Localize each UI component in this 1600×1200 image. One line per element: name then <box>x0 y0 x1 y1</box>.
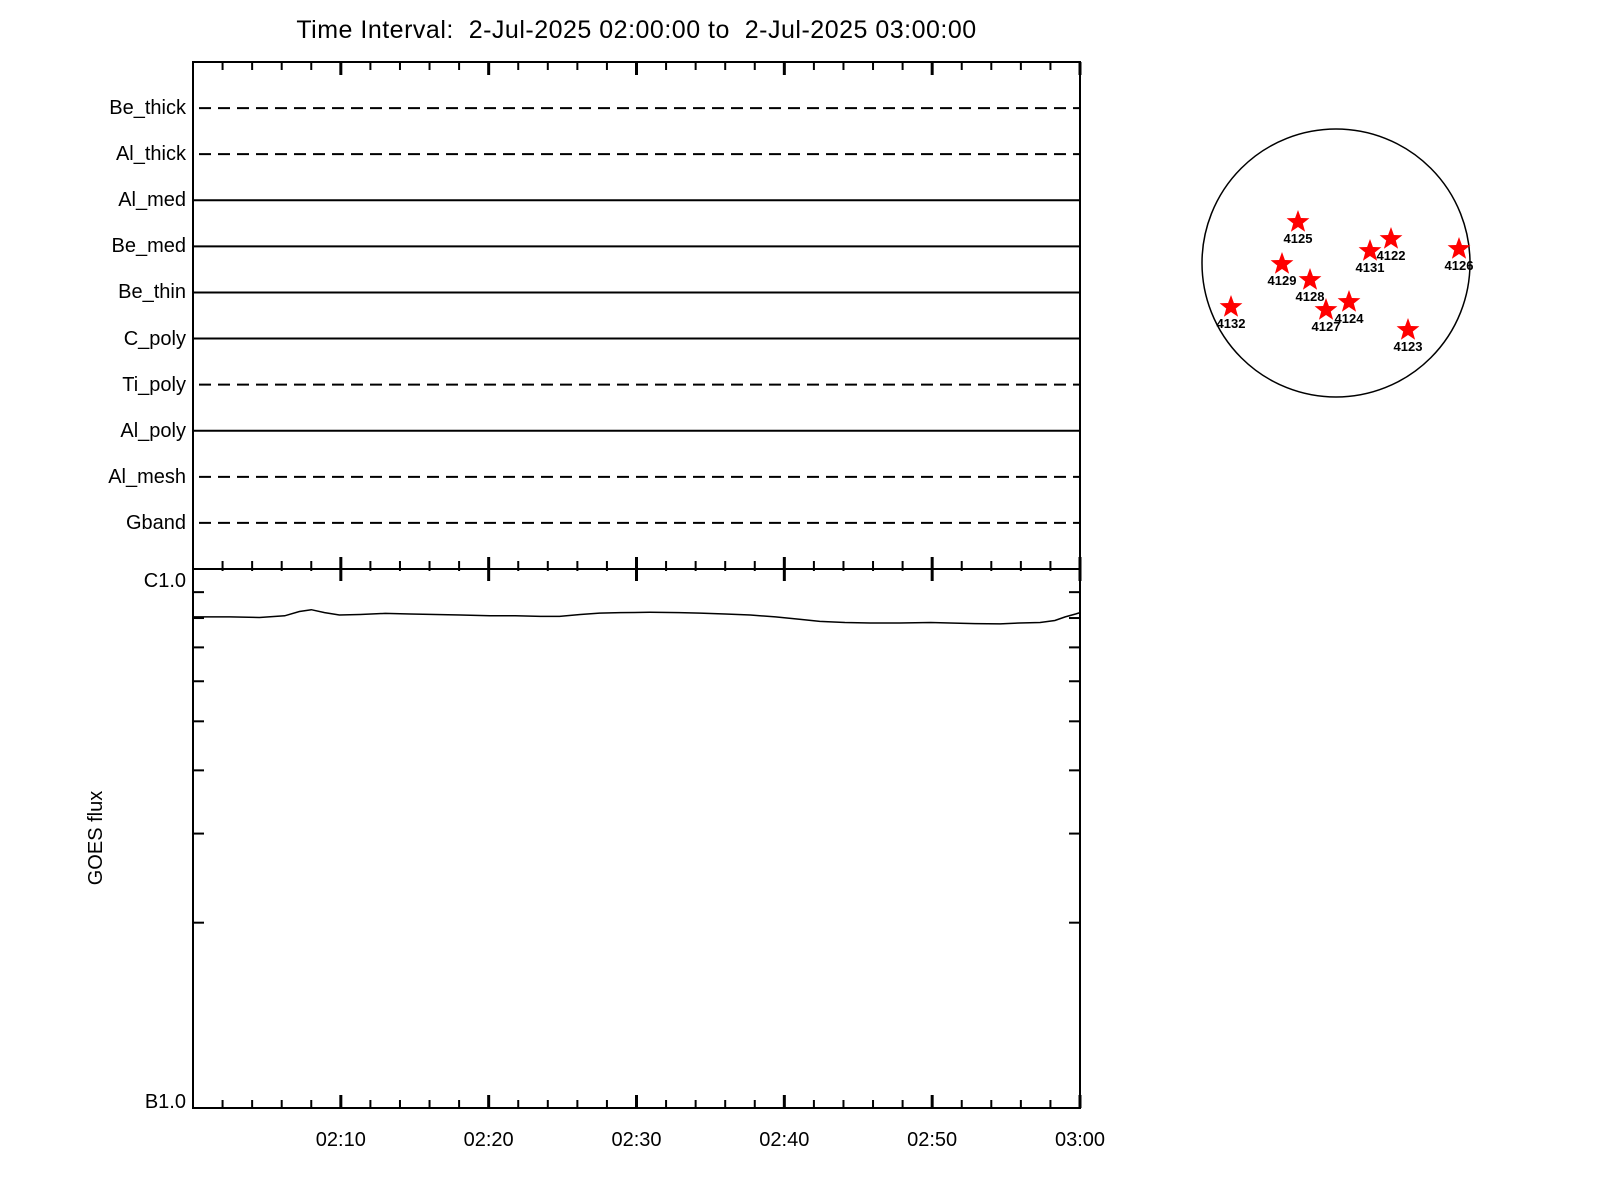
y-axis-bottom-label: B1.0 <box>144 1091 186 1113</box>
x-tick-label-02:30: 02:30 <box>611 1129 662 1151</box>
x-tick-label-02:10: 02:10 <box>315 1129 366 1151</box>
filter-label-Be_thin: Be_thin <box>118 281 186 304</box>
star-icon-4129 <box>1270 252 1294 274</box>
star-icon-4128 <box>1298 268 1322 290</box>
star-icon-4132 <box>1219 295 1243 317</box>
active-region-label-4123: 4123 <box>1394 339 1423 354</box>
filter-label-Al_mesh: Al_mesh <box>108 465 186 488</box>
active-region-label-4124: 4124 <box>1335 311 1365 326</box>
filter-label-C_poly: C_poly <box>123 327 186 350</box>
star-icon-4122 <box>1379 227 1403 249</box>
active-region-label-4125: 4125 <box>1284 231 1313 246</box>
y-axis-top-label: C1.0 <box>143 570 186 592</box>
filter-label-Be_med: Be_med <box>111 235 187 258</box>
x-tick-label-02:20: 02:20 <box>463 1129 514 1151</box>
active-region-label-4127: 4127 <box>1312 319 1341 334</box>
star-icon-4123 <box>1396 318 1420 340</box>
solar-disk-outline <box>1201 128 1471 398</box>
active-region-label-4128: 4128 <box>1296 289 1325 304</box>
filter-label-Al_thick: Al_thick <box>115 143 186 166</box>
star-icon-4127 <box>1314 298 1338 320</box>
y-axis-title: GOES flux <box>85 790 107 886</box>
active-region-label-4129: 4129 <box>1268 273 1297 288</box>
star-icon-4125 <box>1286 210 1310 232</box>
x-tick-label-02:50: 02:50 <box>907 1129 958 1151</box>
filter-label-Al_poly: Al_poly <box>120 419 186 442</box>
plot-title: Time Interval: 2-Jul-2025 02:00:00 to 2-… <box>296 16 977 44</box>
x-tick-label-02:40: 02:40 <box>759 1129 810 1151</box>
filter-label-Ti_poly: Ti_poly <box>122 373 186 396</box>
filter-label-Be_thick: Be_thick <box>109 97 186 120</box>
filter-label-Gband: Gband <box>125 511 186 534</box>
star-icon-4126 <box>1447 237 1471 259</box>
star-icon-4124 <box>1337 290 1361 312</box>
filter-label-Al_med: Al_med <box>118 189 186 212</box>
star-icon-4131 <box>1358 239 1382 261</box>
goes-flux-curve <box>193 608 1081 625</box>
goes-panel-frame <box>192 568 1081 1109</box>
active-region-label-4126: 4126 <box>1445 258 1474 273</box>
active-region-label-4132: 4132 <box>1217 316 1246 331</box>
active-region-label-4122: 4122 <box>1377 248 1406 263</box>
x-tick-label-03:00: 03:00 <box>1054 1129 1106 1151</box>
active-region-label-4131: 4131 <box>1356 260 1385 275</box>
filter-panel-frame <box>192 61 1081 570</box>
